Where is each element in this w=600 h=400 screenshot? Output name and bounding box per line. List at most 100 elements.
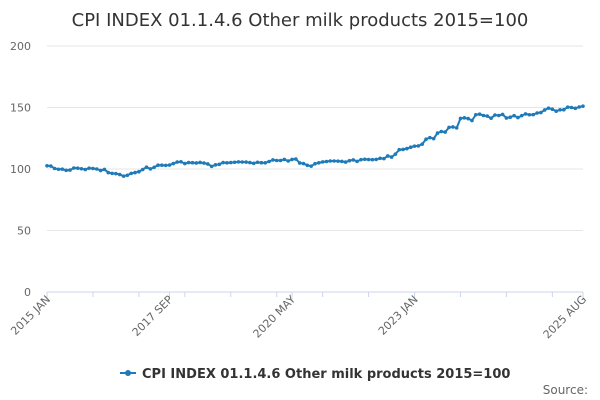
data-point[interactable] [148, 167, 153, 171]
data-point[interactable] [129, 171, 134, 176]
data-point[interactable] [351, 158, 356, 162]
data-point[interactable] [462, 116, 467, 120]
data-point[interactable] [60, 167, 65, 171]
data-point[interactable] [496, 113, 501, 118]
data-point[interactable] [240, 160, 245, 164]
data-point[interactable] [531, 112, 536, 117]
data-point[interactable] [202, 161, 206, 165]
data-point[interactable] [102, 167, 107, 172]
data-point[interactable] [546, 106, 551, 110]
data-point[interactable] [362, 157, 367, 162]
data-point[interactable] [228, 160, 233, 165]
data-point[interactable] [565, 105, 570, 109]
data-point[interactable] [267, 159, 271, 164]
data-point[interactable] [558, 108, 562, 112]
data-point[interactable] [416, 144, 421, 148]
data-point[interactable] [347, 158, 352, 163]
data-point[interactable] [49, 164, 53, 168]
data-point[interactable] [428, 135, 432, 140]
data-point[interactable] [87, 166, 91, 170]
data-point[interactable] [508, 115, 513, 120]
data-point[interactable] [137, 169, 141, 174]
data-point[interactable] [56, 167, 61, 172]
data-point[interactable] [232, 160, 237, 165]
data-point[interactable] [393, 152, 398, 156]
data-point[interactable] [382, 156, 386, 161]
data-point[interactable] [209, 164, 214, 169]
data-point[interactable] [569, 105, 574, 110]
data-point[interactable] [206, 162, 210, 166]
data-point[interactable] [110, 171, 114, 176]
data-point[interactable] [420, 142, 425, 146]
data-point[interactable] [183, 161, 187, 166]
data-point[interactable] [500, 112, 505, 117]
data-point[interactable] [121, 174, 126, 178]
data-point[interactable] [401, 147, 405, 152]
data-point[interactable] [313, 161, 317, 166]
data-point[interactable] [454, 126, 459, 130]
data-point[interactable] [160, 163, 164, 167]
data-point[interactable] [244, 160, 248, 164]
data-point[interactable] [225, 161, 229, 165]
data-point[interactable] [106, 170, 111, 175]
data-point[interactable] [167, 163, 172, 167]
legend[interactable]: CPI INDEX 01.1.4.6 Other milk products 2… [120, 367, 510, 382]
data-point[interactable] [309, 164, 313, 168]
data-point[interactable] [581, 104, 585, 108]
data-point[interactable] [516, 115, 520, 120]
data-point[interactable] [175, 160, 179, 164]
data-point[interactable] [435, 131, 440, 135]
data-point[interactable] [378, 156, 382, 161]
data-point[interactable] [374, 157, 379, 162]
data-point[interactable] [458, 116, 463, 121]
data-point[interactable] [519, 113, 524, 118]
data-point[interactable] [83, 167, 88, 172]
data-point[interactable] [91, 166, 95, 171]
data-point[interactable] [72, 166, 76, 170]
data-point[interactable] [68, 168, 72, 172]
data-point[interactable] [98, 168, 103, 173]
data-point[interactable] [504, 116, 509, 120]
data-point[interactable] [431, 136, 436, 141]
data-point[interactable] [186, 160, 191, 165]
data-point[interactable] [324, 159, 329, 164]
data-point[interactable] [447, 125, 451, 130]
data-point[interactable] [370, 157, 375, 162]
data-point[interactable] [133, 170, 137, 175]
data-point[interactable] [64, 168, 68, 173]
data-point[interactable] [140, 167, 145, 172]
data-point[interactable] [156, 163, 160, 167]
data-point[interactable] [366, 157, 371, 162]
data-point[interactable] [190, 160, 195, 165]
data-point[interactable] [535, 111, 539, 115]
data-point[interactable] [320, 160, 325, 164]
data-point[interactable] [477, 112, 482, 116]
data-point[interactable] [539, 110, 543, 115]
data-point[interactable] [236, 160, 241, 164]
data-point[interactable] [294, 157, 298, 161]
data-point[interactable] [542, 108, 547, 112]
data-point[interactable] [443, 130, 447, 134]
data-point[interactable] [117, 172, 122, 177]
data-point[interactable] [554, 109, 558, 113]
data-point[interactable] [332, 159, 336, 163]
data-point[interactable] [317, 161, 321, 165]
data-point[interactable] [328, 159, 333, 163]
data-point[interactable] [152, 165, 156, 170]
data-point[interactable] [305, 163, 310, 168]
data-point[interactable] [573, 106, 578, 111]
data-point[interactable] [79, 166, 84, 171]
data-point[interactable] [474, 112, 478, 117]
data-point[interactable] [577, 105, 581, 109]
data-point[interactable] [45, 164, 49, 168]
data-point[interactable] [163, 163, 168, 168]
data-point[interactable] [171, 161, 176, 166]
data-point[interactable] [336, 159, 340, 163]
data-point[interactable] [251, 161, 256, 166]
data-point[interactable] [301, 161, 306, 166]
data-point[interactable] [340, 159, 344, 164]
data-point[interactable] [194, 161, 199, 165]
data-point[interactable] [481, 113, 486, 118]
data-point[interactable] [405, 146, 409, 151]
data-point[interactable] [263, 161, 268, 165]
